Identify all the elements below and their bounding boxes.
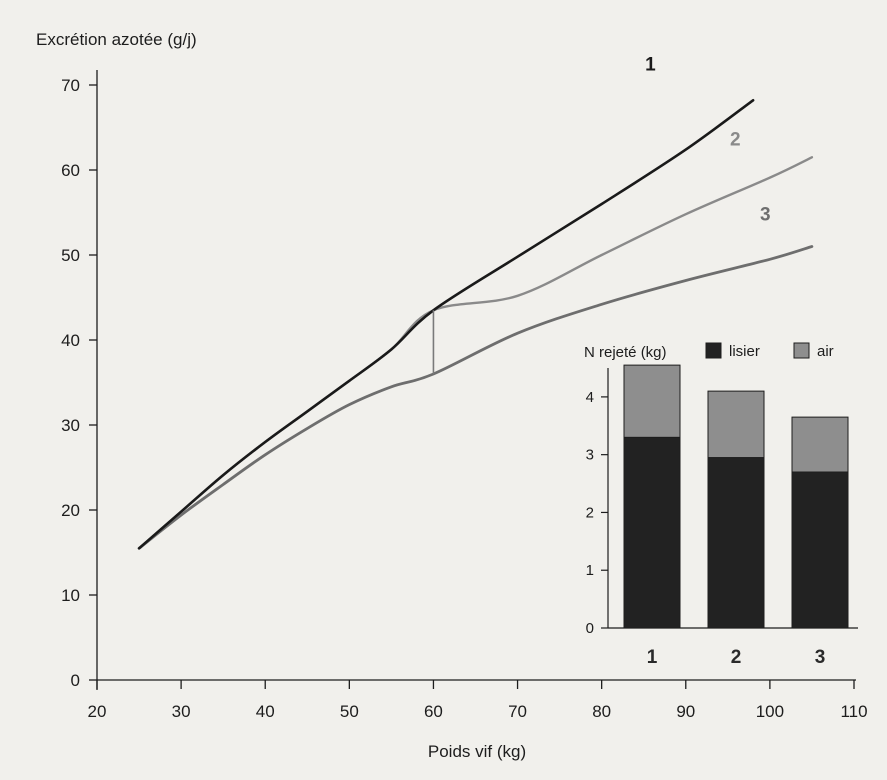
legend-label-air: air	[817, 343, 834, 360]
inset-y-tick-label: 1	[586, 562, 594, 579]
inset-category-label: 1	[647, 647, 658, 668]
series-labels: 1 2 3	[645, 54, 770, 225]
bar-segment-lisier-3	[791, 471, 849, 629]
y-tick-label: 20	[61, 501, 80, 520]
series-label-1: 1	[645, 54, 656, 75]
x-tick-label: 100	[756, 702, 784, 721]
x-tick-label: 90	[676, 702, 695, 721]
y-axis-title: Excrétion azotée (g/j)	[36, 30, 197, 49]
x-axis-title: Poids vif (kg)	[428, 742, 526, 761]
legend-swatch-air	[793, 342, 810, 359]
inset-legend: lisier air	[705, 342, 834, 360]
y-ticks: 0 10 20 30 40 50 60 70	[61, 76, 97, 690]
x-tick-label: 50	[340, 702, 359, 721]
y-tick-label: 50	[61, 246, 80, 265]
bar-segment-air-2	[707, 390, 765, 459]
inset-y-tick-label: 3	[586, 447, 594, 464]
y-tick-label: 40	[61, 331, 80, 350]
inset-y-ticks: 0 1 2 3 4	[586, 389, 608, 637]
legend-swatch-lisier	[705, 342, 722, 359]
bar-segment-lisier-1	[623, 436, 681, 629]
y-tick-label: 10	[61, 586, 80, 605]
series-label-2: 2	[730, 129, 741, 150]
main-chart: Excrétion azotée (g/j) Poids vif (kg) 0 1…	[36, 30, 868, 761]
x-tick-label: 110	[840, 702, 867, 721]
bar-segment-air-1	[623, 364, 681, 438]
inset-bars	[623, 364, 849, 629]
series-line-1	[137, 99, 755, 550]
inset-y-tick-label: 4	[586, 389, 594, 406]
series-lines	[137, 99, 814, 550]
series-label-3: 3	[760, 205, 771, 226]
inset-category-label: 3	[815, 647, 826, 668]
x-tick-label: 40	[256, 702, 275, 721]
y-tick-label: 70	[61, 76, 80, 95]
inset-category-labels: 1 2 3	[647, 647, 826, 668]
x-tick-label: 30	[172, 702, 191, 721]
inset-stacked-bar-chart: N rejeté (kg) lisier air 0 1 2 3 4 1 2 3	[584, 342, 858, 668]
x-ticks: 20 30 40 50 60 70 80 90 100 110	[88, 680, 868, 721]
x-tick-label: 70	[508, 702, 527, 721]
y-tick-label: 30	[61, 416, 80, 435]
legend-label-lisier: lisier	[729, 343, 760, 360]
bar-segment-lisier-2	[707, 457, 765, 629]
x-tick-label: 20	[88, 702, 107, 721]
bar-segment-air-3	[791, 416, 849, 473]
y-tick-label: 60	[61, 161, 80, 180]
series-line-3	[137, 245, 814, 550]
inset-y-axis-title: N rejeté (kg)	[584, 344, 667, 361]
x-tick-label: 60	[424, 702, 443, 721]
inset-y-tick-label: 0	[586, 620, 594, 637]
y-tick-label: 0	[71, 671, 80, 690]
x-tick-label: 80	[592, 702, 611, 721]
inset-y-tick-label: 2	[586, 504, 594, 521]
inset-category-label: 2	[731, 647, 742, 668]
